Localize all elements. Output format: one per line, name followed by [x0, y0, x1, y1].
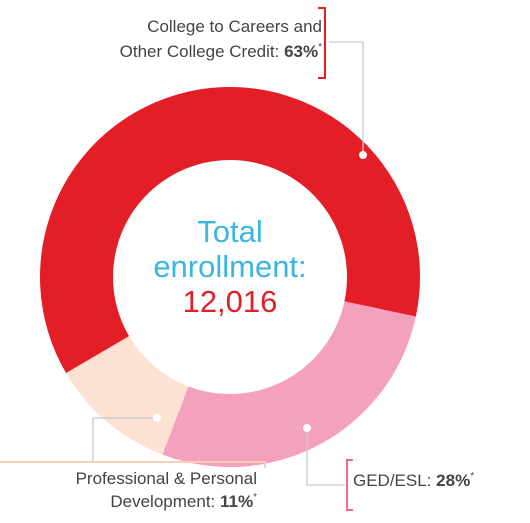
- donut-segment: [39, 87, 421, 374]
- value-label: 63%: [284, 42, 318, 61]
- leader-dot: [359, 151, 367, 159]
- value-label: 28%: [436, 471, 470, 490]
- label-text: Other College Credit:: [120, 42, 280, 61]
- leader-line: [92, 417, 157, 462]
- value-label: 11%: [220, 492, 253, 511]
- donut-segment: [162, 301, 416, 467]
- footnote-marker: *: [253, 492, 257, 503]
- label-bracket: [318, 7, 326, 79]
- center-line: enrollment:: [153, 249, 306, 284]
- leader-dot: [153, 414, 161, 422]
- center-line: Total: [197, 214, 262, 249]
- label-bracket: [346, 459, 353, 511]
- segment-label: Professional & Personal: [76, 469, 257, 488]
- donut: [39, 87, 421, 467]
- leader-dot: [303, 424, 311, 432]
- label-bracket: [0, 461, 266, 468]
- footnote-marker: *: [470, 471, 474, 482]
- footnote-marker: *: [318, 42, 322, 53]
- segment-label: Other College Credit: 63%*: [120, 42, 322, 61]
- label-text: Development:: [110, 492, 215, 511]
- label-text: College to Careers and: [147, 17, 322, 36]
- segment-label: Development: 11%*: [110, 492, 257, 511]
- center-value: 12,016: [183, 284, 278, 319]
- segment-label: GED/ESL: 28%*: [353, 471, 474, 490]
- segment-label: College to Careers and: [147, 17, 322, 36]
- label-text: Professional & Personal: [76, 469, 257, 488]
- leaders: [0, 7, 367, 511]
- leader-line: [329, 41, 364, 155]
- label-text: GED/ESL:: [353, 471, 431, 490]
- donut-segment: [66, 336, 189, 455]
- leader-line: [306, 428, 345, 486]
